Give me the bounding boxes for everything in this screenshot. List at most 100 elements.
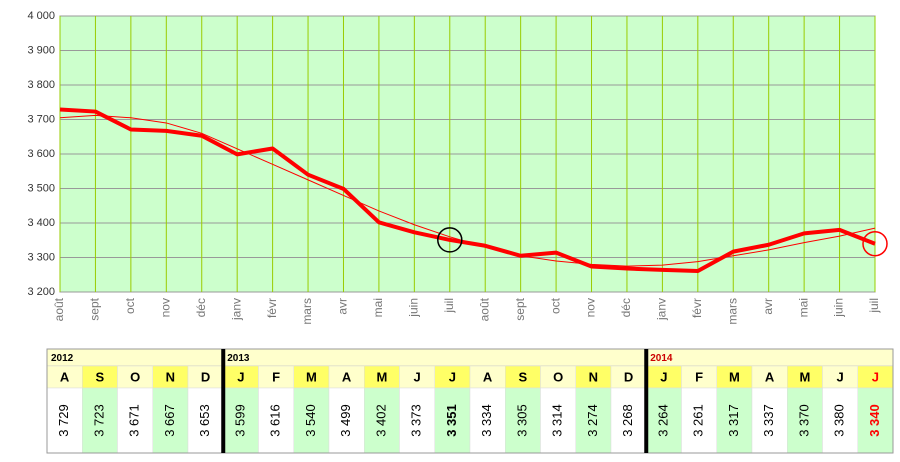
y-tick-label: 3 600 bbox=[27, 148, 55, 160]
month-label: A bbox=[765, 369, 775, 384]
table-border bbox=[46, 348, 894, 454]
x-tick-label: févr bbox=[690, 298, 704, 318]
y-tick-label: 3 800 bbox=[27, 79, 55, 91]
x-tick-label: oct bbox=[123, 297, 137, 314]
value-label: 3 334 bbox=[479, 404, 494, 437]
x-tick-label: janv bbox=[229, 298, 243, 321]
month-label: N bbox=[589, 369, 598, 384]
month-label: A bbox=[483, 369, 493, 384]
value-cell bbox=[646, 387, 682, 454]
year-label: 2013 bbox=[227, 353, 250, 364]
value-cell bbox=[469, 387, 506, 454]
y-tick-label: 3 200 bbox=[27, 286, 55, 298]
value-label: 3 337 bbox=[761, 404, 776, 437]
value-label: 3 540 bbox=[303, 404, 318, 437]
value-label: 3 317 bbox=[726, 404, 741, 437]
value-label: 3 380 bbox=[832, 404, 847, 437]
value-label: 3 599 bbox=[232, 404, 247, 437]
y-tick-label: 3 300 bbox=[27, 251, 55, 263]
value-label: 3 373 bbox=[409, 404, 424, 437]
month-label: F bbox=[695, 369, 703, 384]
month-label: O bbox=[553, 369, 563, 384]
year-label: 2012 bbox=[51, 353, 74, 364]
highlight-circle bbox=[437, 227, 463, 253]
x-tick-label: août bbox=[52, 297, 66, 321]
value-label: 3 671 bbox=[127, 404, 142, 437]
value-cell bbox=[223, 387, 259, 454]
value-cell bbox=[46, 387, 83, 454]
x-tick-label: déc bbox=[194, 298, 208, 317]
value-label: 3 653 bbox=[197, 404, 212, 437]
value-label: 3 667 bbox=[162, 404, 177, 437]
value-cell bbox=[540, 387, 576, 454]
value-label: 3 340 bbox=[867, 404, 882, 437]
month-label: J bbox=[837, 369, 844, 384]
value-cell bbox=[152, 387, 189, 454]
x-tick-label: juin bbox=[407, 298, 421, 318]
highlight-circle bbox=[862, 230, 888, 257]
x-tick-label: janv bbox=[655, 298, 669, 321]
x-tick-label: nov bbox=[158, 298, 172, 317]
value-cell bbox=[258, 387, 294, 454]
x-tick-label: mars bbox=[300, 298, 314, 325]
x-tick-label: sept bbox=[88, 297, 102, 320]
month-label: A bbox=[60, 369, 70, 384]
x-tick-label: oct bbox=[548, 297, 562, 314]
value-cell bbox=[328, 387, 365, 454]
month-label: J bbox=[414, 369, 421, 384]
year-label: 2014 bbox=[650, 353, 673, 364]
value-cell bbox=[716, 387, 753, 454]
y-tick-label: 3 400 bbox=[27, 217, 55, 229]
x-tick-label: mai bbox=[371, 298, 385, 317]
year-cell bbox=[46, 348, 224, 367]
value-label: 3 261 bbox=[691, 404, 706, 437]
value-cell bbox=[293, 387, 330, 454]
value-cell bbox=[681, 387, 717, 454]
x-tick-label: sept bbox=[513, 297, 527, 320]
value-label: 3 370 bbox=[796, 404, 811, 437]
x-tick-label: août bbox=[477, 297, 491, 321]
value-cell bbox=[787, 387, 823, 454]
x-tick-label: déc bbox=[619, 298, 633, 317]
value-cell bbox=[187, 387, 224, 454]
x-tick-label: juin bbox=[832, 298, 846, 318]
x-tick-label: nov bbox=[584, 298, 598, 317]
value-cell bbox=[117, 387, 153, 454]
y-tick-label: 3 900 bbox=[27, 44, 55, 56]
value-label: 3 268 bbox=[620, 404, 635, 437]
month-label: M bbox=[799, 369, 810, 384]
month-label: J bbox=[872, 369, 879, 384]
month-label: M bbox=[306, 369, 317, 384]
month-label: M bbox=[376, 369, 387, 384]
value-cell bbox=[399, 387, 435, 454]
month-label: D bbox=[201, 369, 210, 384]
month-label: J bbox=[237, 369, 244, 384]
month-label: D bbox=[624, 369, 633, 384]
value-cell bbox=[610, 387, 647, 454]
value-label: 3 351 bbox=[444, 404, 459, 437]
x-tick-label: avr bbox=[336, 298, 350, 315]
value-label: 3 723 bbox=[91, 404, 106, 437]
value-label: 3 264 bbox=[655, 404, 670, 437]
x-tick-label: mars bbox=[725, 298, 739, 325]
value-label: 3 314 bbox=[550, 404, 565, 437]
value-cell bbox=[822, 387, 858, 454]
month-label: M bbox=[729, 369, 740, 384]
month-label: S bbox=[96, 369, 105, 384]
month-label: F bbox=[272, 369, 280, 384]
x-tick-label: mai bbox=[796, 298, 810, 317]
data-line bbox=[59, 107, 876, 273]
value-label: 3 499 bbox=[338, 404, 353, 437]
month-label: J bbox=[660, 369, 667, 384]
month-label: N bbox=[166, 369, 175, 384]
value-cell bbox=[505, 387, 541, 454]
value-cell bbox=[82, 387, 118, 454]
y-tick-label: 3 700 bbox=[27, 113, 55, 125]
x-tick-label: juil bbox=[867, 298, 881, 314]
month-label: J bbox=[449, 369, 456, 384]
y-tick-label: 3 500 bbox=[27, 182, 55, 194]
value-cell bbox=[857, 387, 894, 454]
value-label: 3 729 bbox=[56, 404, 71, 437]
y-tick-label: 4 000 bbox=[27, 10, 55, 22]
